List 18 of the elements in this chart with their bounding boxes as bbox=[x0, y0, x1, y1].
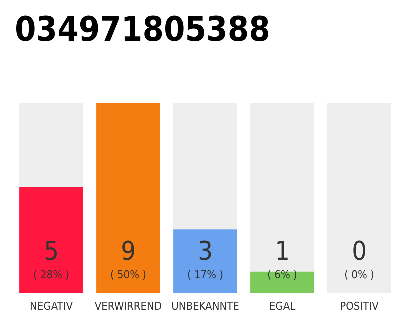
data-label: 9 ( 50% ) bbox=[110, 237, 147, 282]
bar bbox=[20, 103, 84, 188]
bar bbox=[174, 103, 238, 230]
data-label: 1 ( 6% ) bbox=[268, 237, 298, 282]
chart-title: 034971805388 bbox=[15, 10, 270, 50]
data-label: 3 ( 17% ) bbox=[187, 237, 224, 282]
x-tick-label: EGAL bbox=[269, 300, 296, 313]
bar bbox=[20, 187, 84, 293]
bar bbox=[96, 103, 160, 293]
bar bbox=[250, 272, 314, 293]
x-tick-label: POSITIV bbox=[340, 300, 380, 313]
x-tick-label: VERWIRREND bbox=[94, 300, 162, 313]
bar bbox=[250, 103, 314, 272]
data-label: 5 ( 28% ) bbox=[33, 237, 70, 282]
annotation: 0 ( 0% ) bbox=[344, 237, 374, 282]
x-tick-label: NEGATIV bbox=[30, 300, 74, 313]
bar bbox=[174, 230, 238, 293]
x-tick-label: UNBEKANNTE bbox=[172, 300, 240, 313]
